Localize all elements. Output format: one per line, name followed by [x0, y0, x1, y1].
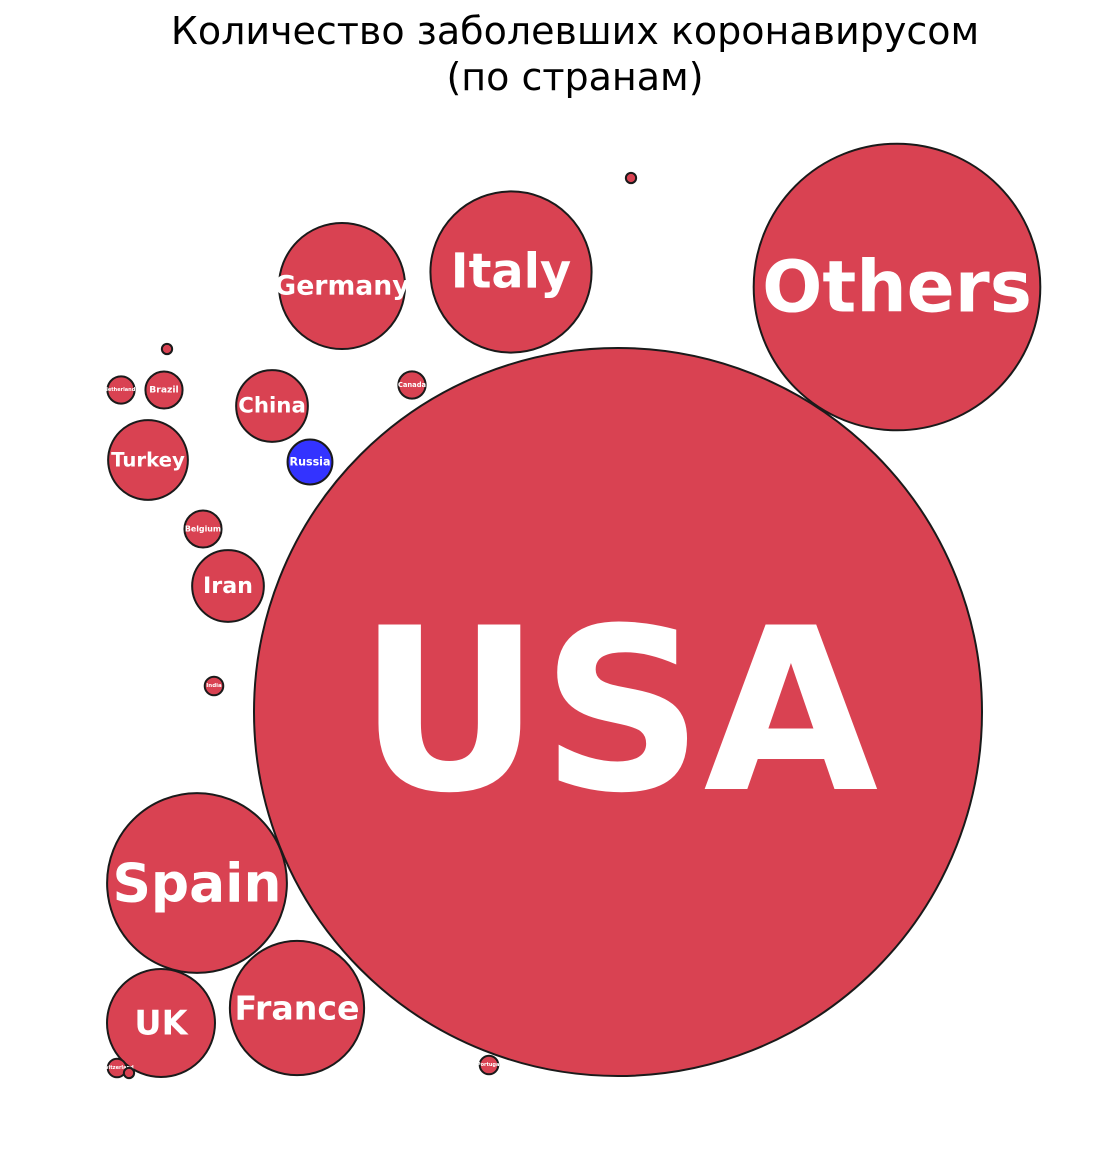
bubble-label-brazil: Brazil	[149, 385, 178, 396]
bubble-label-iran: Iran	[203, 573, 253, 599]
bubble-portugal	[478, 1054, 500, 1076]
bubble-germany	[277, 221, 407, 351]
bubble-label-turkey: Turkey	[111, 449, 185, 472]
bubble-label-uk: UK	[134, 1004, 188, 1043]
bubble-china	[235, 369, 309, 443]
bubble-spain	[106, 792, 288, 974]
bubble-label-canada: Canada	[398, 381, 426, 389]
bubble-label-france: France	[234, 989, 359, 1028]
bubble-label-india: India	[206, 683, 222, 689]
bubble-label-belgium: Belgium	[185, 525, 221, 534]
chart-title: Количество заболевших коронавирусом (по …	[0, 8, 1100, 100]
bubble-russia	[286, 438, 334, 486]
bubble-label-switzerland: Switzerland	[100, 1065, 134, 1071]
bubble-label-others: Others	[762, 246, 1032, 329]
bubble-label-china: China	[238, 394, 306, 419]
bubble-iran	[191, 549, 265, 623]
chart-subtitle-line: (по странам)	[446, 55, 704, 99]
bubble-label-netherlands: Netherlands	[104, 387, 139, 393]
bubble-turkey	[107, 419, 189, 501]
bubble-france	[228, 939, 366, 1077]
bubble-unlabeled-20	[122, 1066, 136, 1080]
bubble-label-spain: Spain	[112, 852, 281, 915]
bubble-italy	[429, 190, 593, 354]
bubble-belgium	[183, 509, 223, 549]
bubble-canada	[397, 370, 427, 400]
bubble-label-usa: USA	[358, 581, 878, 843]
bubble-label-italy: Italy	[451, 245, 571, 300]
bubble-brazil	[144, 370, 184, 410]
bubble-uk	[106, 968, 216, 1078]
bubble-usa	[253, 347, 983, 1077]
bubble-india	[203, 675, 225, 697]
bubble-label-germany: Germany	[274, 271, 409, 302]
bubble-unlabeled-19	[160, 342, 174, 356]
bubble-unlabeled-18	[624, 171, 638, 185]
bubble-netherlands	[106, 375, 136, 405]
bubble-others	[752, 142, 1042, 432]
bubble-label-russia: Russia	[290, 456, 331, 469]
chart-title-line: Количество заболевших коронавирусом	[170, 9, 980, 53]
bubble-label-portugal: Portugal	[477, 1062, 501, 1068]
